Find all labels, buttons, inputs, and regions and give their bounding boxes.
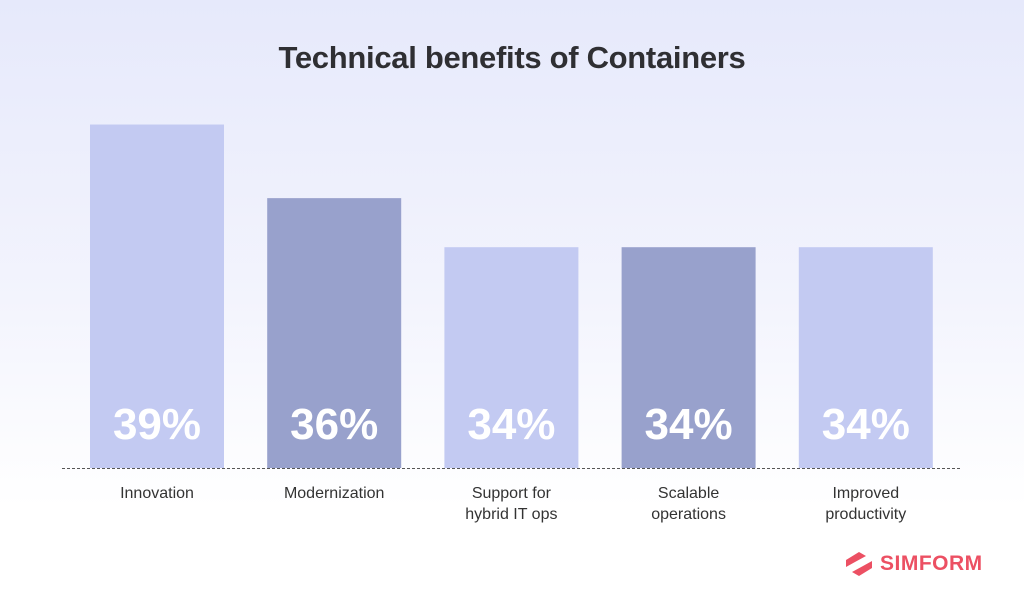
category-label-line: Modernization: [283, 485, 385, 502]
data-label: 34%: [467, 400, 555, 449]
category-label-line: operations: [651, 506, 726, 523]
bar-0: [90, 124, 224, 469]
category-label: Modernization: [244, 483, 424, 504]
data-label: 34%: [645, 400, 733, 449]
category-label-line: hybrid IT ops: [465, 506, 558, 523]
simform-logo-icon: [846, 552, 872, 576]
bar-3: [621, 247, 756, 468]
chart-title: Technical benefits of Containers: [278, 40, 746, 75]
category-label-line: productivity: [825, 506, 907, 523]
bar-4: [798, 247, 933, 468]
simform-logo: SIMFORM: [844, 551, 983, 577]
data-label: 36%: [290, 400, 378, 449]
data-label: 39%: [113, 400, 201, 449]
category-label-line: Scalable: [657, 485, 720, 502]
brand-name: SIMFORM: [880, 552, 983, 575]
bar-1: [267, 198, 402, 468]
category-label: Improved productivity: [776, 483, 956, 525]
bar-2: [444, 247, 579, 468]
category-label: Scalable operations: [599, 483, 779, 525]
data-label: 34%: [822, 400, 910, 449]
category-label-line: Innovation: [120, 485, 194, 502]
category-label: Innovation: [67, 483, 247, 504]
category-label-line: Support for: [471, 485, 551, 502]
category-label-line: Improved: [832, 485, 900, 502]
category-label: Support for hybrid IT ops: [421, 483, 601, 525]
